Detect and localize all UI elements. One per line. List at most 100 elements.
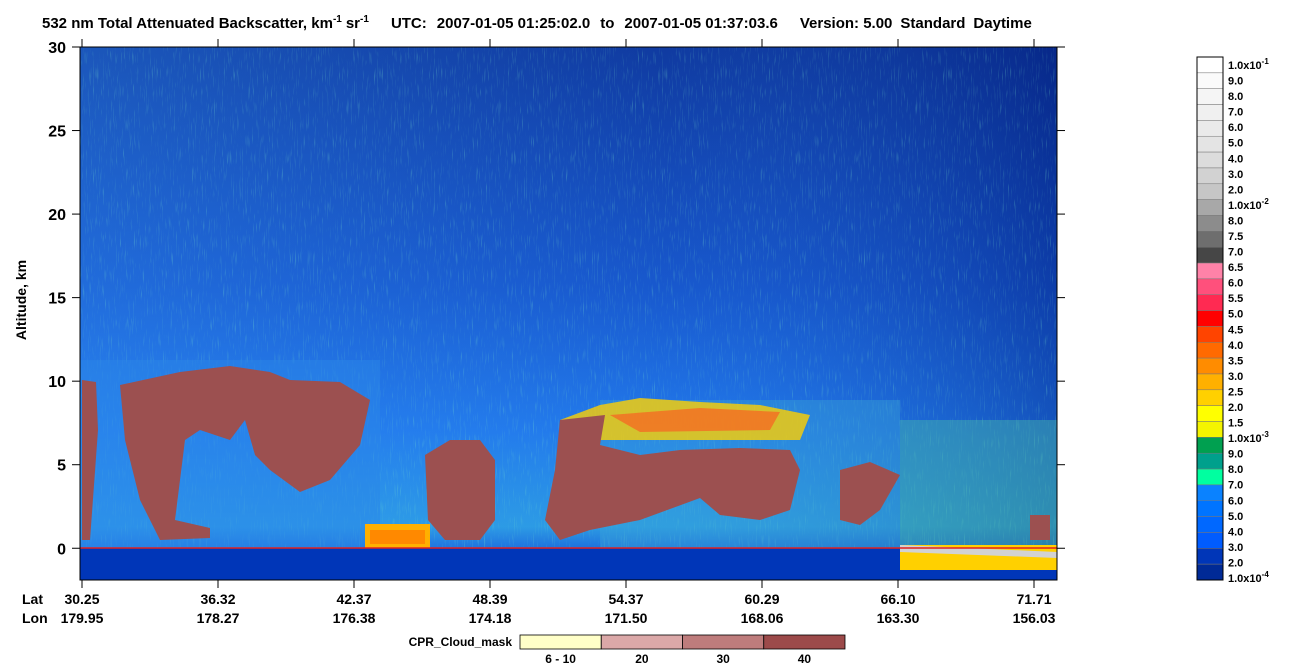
colorbar-swatch xyxy=(1196,342,1224,359)
colorbar-label: 2.0 xyxy=(1228,557,1243,569)
x-tick-label: 66.10 xyxy=(880,591,915,607)
colorbar-swatch xyxy=(1196,151,1224,169)
title-to: to xyxy=(600,15,614,32)
colorbar-mantissa: 9.0 xyxy=(1228,449,1243,461)
cpr-swatch xyxy=(763,634,846,650)
x-row-label: Lon xyxy=(22,610,48,626)
colorbar-mantissa: 2.0 xyxy=(1228,402,1243,414)
colorbar-label: 3.5 xyxy=(1228,355,1243,367)
colorbar-mantissa: 2.0 xyxy=(1228,557,1243,569)
cpr-swatch xyxy=(600,634,683,650)
x-tick-label: 174.18 xyxy=(469,610,512,626)
colorbar-frame xyxy=(1196,56,1224,581)
colorbar-label: 8.0 xyxy=(1228,91,1243,103)
x-tick-label: 176.38 xyxy=(333,610,376,626)
title-version: Version: 5.00 xyxy=(800,15,893,32)
colorbar-swatch xyxy=(1196,262,1224,280)
colorbar-swatch xyxy=(1196,167,1224,185)
chart-title: 532 nm Total Attenuated Backscatter, km-… xyxy=(42,14,1032,32)
colorbar-mantissa: 4.0 xyxy=(1228,340,1243,352)
x-tick-label: 168.06 xyxy=(741,610,784,626)
colorbar-swatch xyxy=(1196,468,1224,486)
colorbar-mantissa: 6.0 xyxy=(1228,278,1243,290)
colorbar-mantissa: 3.0 xyxy=(1228,371,1243,383)
colorbar-mantissa: 3.0 xyxy=(1228,542,1243,554)
colorbar-mantissa: 1.0x10 xyxy=(1228,573,1262,585)
colorbar-swatch xyxy=(1196,294,1224,311)
plot-frame xyxy=(79,46,1058,581)
y-tick-label: 10 xyxy=(48,374,66,391)
colorbar-mantissa: 6.0 xyxy=(1228,495,1243,507)
y-tick-label: 5 xyxy=(57,458,66,475)
colorbar-mantissa: 1.0x10 xyxy=(1228,433,1262,445)
colorbar-swatch xyxy=(1196,135,1224,153)
x-tick-label: 71.71 xyxy=(1016,591,1051,607)
cpr-item-label: 40 xyxy=(798,652,812,666)
colorbar-swatch xyxy=(1196,516,1224,533)
colorbar-label: 1.0x10-4 xyxy=(1228,570,1269,585)
colorbar-swatch xyxy=(1196,88,1224,105)
colorbar-swatch xyxy=(1196,326,1224,343)
colorbar-label: 1.0x10-3 xyxy=(1228,430,1269,445)
colorbar-label: 1.0x10-1 xyxy=(1228,57,1269,72)
colorbar-label: 8.0 xyxy=(1228,464,1243,476)
x-tick-label: 36.32 xyxy=(200,591,235,607)
colorbar-label: 3.0 xyxy=(1228,169,1243,181)
y-axis-label: Altitude, km xyxy=(13,260,29,340)
title-end: 2007-01-05 01:37:03.6 xyxy=(624,15,777,32)
title-unit: sr xyxy=(346,15,360,32)
cpr-item-label: 30 xyxy=(716,652,730,666)
colorbar-mantissa: 5.5 xyxy=(1228,293,1243,305)
colorbar-mantissa: 3.5 xyxy=(1228,355,1243,367)
colorbar-swatch xyxy=(1196,373,1224,391)
colorbar-mantissa: 1.0x10 xyxy=(1228,200,1262,212)
colorbar-swatch xyxy=(1196,405,1224,422)
colorbar-label: 3.0 xyxy=(1228,542,1243,554)
cpr-item-label: 20 xyxy=(635,652,649,666)
colorbar-label: 1.5 xyxy=(1228,418,1243,430)
colorbar-swatch xyxy=(1196,310,1224,327)
x-tick-label: 30.25 xyxy=(64,591,99,607)
colorbar-mantissa: 1.0x10 xyxy=(1228,60,1262,72)
colorbar-label: 5.0 xyxy=(1228,138,1243,150)
colorbar-label: 7.0 xyxy=(1228,480,1243,492)
colorbar-label: 5.5 xyxy=(1228,293,1243,305)
colorbar-swatch xyxy=(1196,389,1224,406)
x-tick-label: 179.95 xyxy=(61,610,104,626)
colorbar-label: 7.0 xyxy=(1228,107,1243,119)
colorbar-label: 8.0 xyxy=(1228,215,1243,227)
colorbar-mantissa: 2.5 xyxy=(1228,386,1243,398)
colorbar-swatch xyxy=(1196,548,1224,565)
colorbar-label: 6.0 xyxy=(1228,278,1243,290)
colorbar-mantissa: 3.0 xyxy=(1228,169,1243,181)
colorbar-mantissa: 5.0 xyxy=(1228,138,1243,150)
title-start: 2007-01-05 01:25:02.0 xyxy=(437,15,590,32)
colorbar-swatch xyxy=(1196,452,1224,470)
colorbar-mantissa: 1.5 xyxy=(1228,418,1243,430)
colorbar-label: 2.5 xyxy=(1228,386,1243,398)
colorbar-label: 4.0 xyxy=(1228,340,1243,352)
colorbar-label: 6.0 xyxy=(1228,495,1243,507)
colorbar-swatch xyxy=(1196,183,1224,200)
colorbar-label: 4.5 xyxy=(1228,324,1243,336)
colorbar-label: 7.5 xyxy=(1228,231,1243,243)
colorbar-mantissa: 4.0 xyxy=(1228,153,1243,165)
x-tick-label: 171.50 xyxy=(605,610,648,626)
colorbar-swatch xyxy=(1196,104,1224,121)
cpr-swatch xyxy=(519,634,602,650)
title-daynight: Daytime xyxy=(973,15,1031,32)
x-tick-label: 60.29 xyxy=(744,591,779,607)
colorbar-label: 6.0 xyxy=(1228,122,1243,134)
title-utc: UTC: xyxy=(391,15,427,32)
colorbar-mantissa: 7.0 xyxy=(1228,480,1243,492)
colorbar-label: 2.0 xyxy=(1228,402,1243,414)
colorbar-mantissa: 7.5 xyxy=(1228,231,1243,243)
colorbar-label: 4.0 xyxy=(1228,153,1243,165)
cpr-legend-label: CPR_Cloud_mask xyxy=(409,635,513,649)
colorbar-mantissa: 4.5 xyxy=(1228,324,1243,336)
cloud-mask xyxy=(82,366,1050,540)
colorbar-label: 2.0 xyxy=(1228,184,1243,196)
colorbar-mantissa: 8.0 xyxy=(1228,464,1243,476)
colorbar-label: 5.0 xyxy=(1228,511,1243,523)
